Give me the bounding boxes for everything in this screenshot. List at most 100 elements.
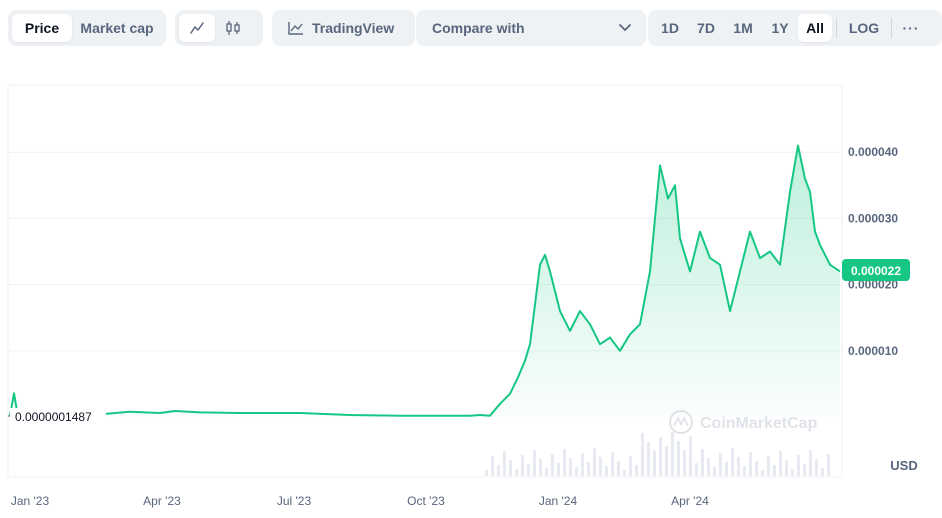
chart-type-toggle [175, 10, 263, 46]
volume-bar [575, 467, 578, 476]
price-marketcap-toggle: Price Market cap [8, 10, 166, 46]
volume-bar [707, 458, 710, 476]
volume-bar [737, 457, 740, 476]
volume-bar [653, 451, 656, 476]
volume-bar [809, 450, 812, 476]
volume-bar [563, 449, 566, 476]
volume-bar [743, 466, 746, 476]
volume-bar [485, 470, 488, 476]
volume-bar [749, 452, 752, 476]
volume-bar [551, 454, 554, 476]
currency-label: USD [890, 458, 917, 473]
range-1m[interactable]: 1M [733, 20, 753, 36]
volume-bar [623, 470, 626, 476]
volume-bar [815, 459, 818, 476]
volume-bar [665, 446, 668, 476]
volume-bar [689, 436, 692, 476]
volume-bar [569, 458, 572, 476]
price-area [10, 145, 840, 417]
volume-bar [677, 441, 680, 476]
volume-bar [773, 465, 776, 476]
volume-bar [617, 461, 620, 476]
volume-bar [725, 462, 728, 476]
x-tick-label: Apr '23 [143, 494, 181, 508]
volume-bar [539, 459, 542, 476]
tradingview-control[interactable]: TradingView [276, 14, 406, 42]
range-all[interactable]: All [798, 14, 832, 42]
volume-bar [599, 457, 602, 476]
volume-bar [671, 432, 674, 476]
volume-bar [683, 450, 686, 476]
range-selector: 1D 7D 1M 1Y All LOG ··· [648, 10, 942, 46]
range-1y[interactable]: 1Y [771, 20, 789, 36]
volume-bar [605, 466, 608, 476]
chevron-down-icon [619, 24, 631, 31]
volume-bar [695, 463, 698, 476]
volume-bar [515, 469, 518, 476]
volume-bar [641, 433, 644, 476]
volume-bar [713, 467, 716, 476]
volume-bar [701, 449, 704, 476]
y-tick-label: 0.000020 [848, 278, 898, 292]
candlestick-icon[interactable] [215, 14, 251, 42]
volume-bar [791, 469, 794, 476]
y-tick-label: 0.000010 [848, 344, 898, 358]
volume-bar [635, 465, 638, 476]
start-price-label: 0.0000001487 [15, 410, 92, 424]
volume-bar [761, 470, 764, 476]
watermark-text: CoinMarketCap [700, 415, 818, 432]
current-price-badge: 0.000022 [842, 259, 910, 281]
volume-bar [611, 452, 614, 476]
volume-bar [581, 453, 584, 476]
volume-bar [785, 460, 788, 476]
volume-bar [497, 465, 500, 476]
toolbar-divider [836, 18, 837, 38]
volume-bar [755, 461, 758, 476]
range-7d[interactable]: 7D [697, 20, 715, 36]
tab-market-cap[interactable]: Market cap [80, 20, 154, 36]
log-scale-button[interactable]: LOG [848, 20, 880, 36]
x-tick-label: Jul '23 [277, 494, 312, 508]
volume-bar [533, 450, 536, 476]
price-line [9, 144, 841, 417]
volume-bar [731, 448, 734, 476]
x-tick-label: Jan '24 [539, 494, 578, 508]
more-options-button[interactable]: ··· [902, 20, 920, 36]
y-tick-label: 0.000040 [848, 145, 898, 159]
volume-bar [491, 456, 494, 476]
plot-frame [7, 84, 843, 478]
volume-bar [527, 464, 530, 476]
current-price-label: 0.000022 [851, 264, 901, 278]
volume-bar [521, 455, 524, 476]
tradingview-chart-icon [288, 22, 303, 35]
volume-bar [647, 442, 650, 476]
coinmarketcap-watermark: CoinMarketCap [669, 410, 818, 434]
start-price-marker: 0.0000001487 [8, 408, 106, 425]
y-tick-label: 0.000030 [848, 211, 898, 225]
volume-bar [545, 468, 548, 476]
tab-price[interactable]: Price [12, 14, 72, 42]
x-tick-label: Jan '23 [11, 494, 50, 508]
line-chart-icon[interactable] [179, 14, 215, 42]
volume-bar [509, 460, 512, 476]
x-tick-label: Oct '23 [407, 494, 445, 508]
volume-bar [797, 455, 800, 476]
tradingview-button[interactable]: TradingView [272, 10, 415, 46]
range-1d[interactable]: 1D [661, 20, 679, 36]
volume-bar [719, 453, 722, 476]
compare-label: Compare with [432, 20, 525, 36]
volume-bar [779, 451, 782, 476]
tradingview-label: TradingView [312, 20, 395, 36]
volume-bar [587, 462, 590, 476]
volume-bar [557, 463, 560, 476]
toolbar-divider [891, 18, 892, 38]
volume-bar [659, 437, 662, 476]
volume-bar [767, 456, 770, 476]
volume-bar [629, 456, 632, 476]
volume-bar [593, 448, 596, 476]
volume-bar [827, 454, 830, 476]
x-tick-label: Apr '24 [671, 494, 709, 508]
compare-with-dropdown[interactable]: Compare with [416, 10, 646, 46]
volume-bar [821, 468, 824, 476]
